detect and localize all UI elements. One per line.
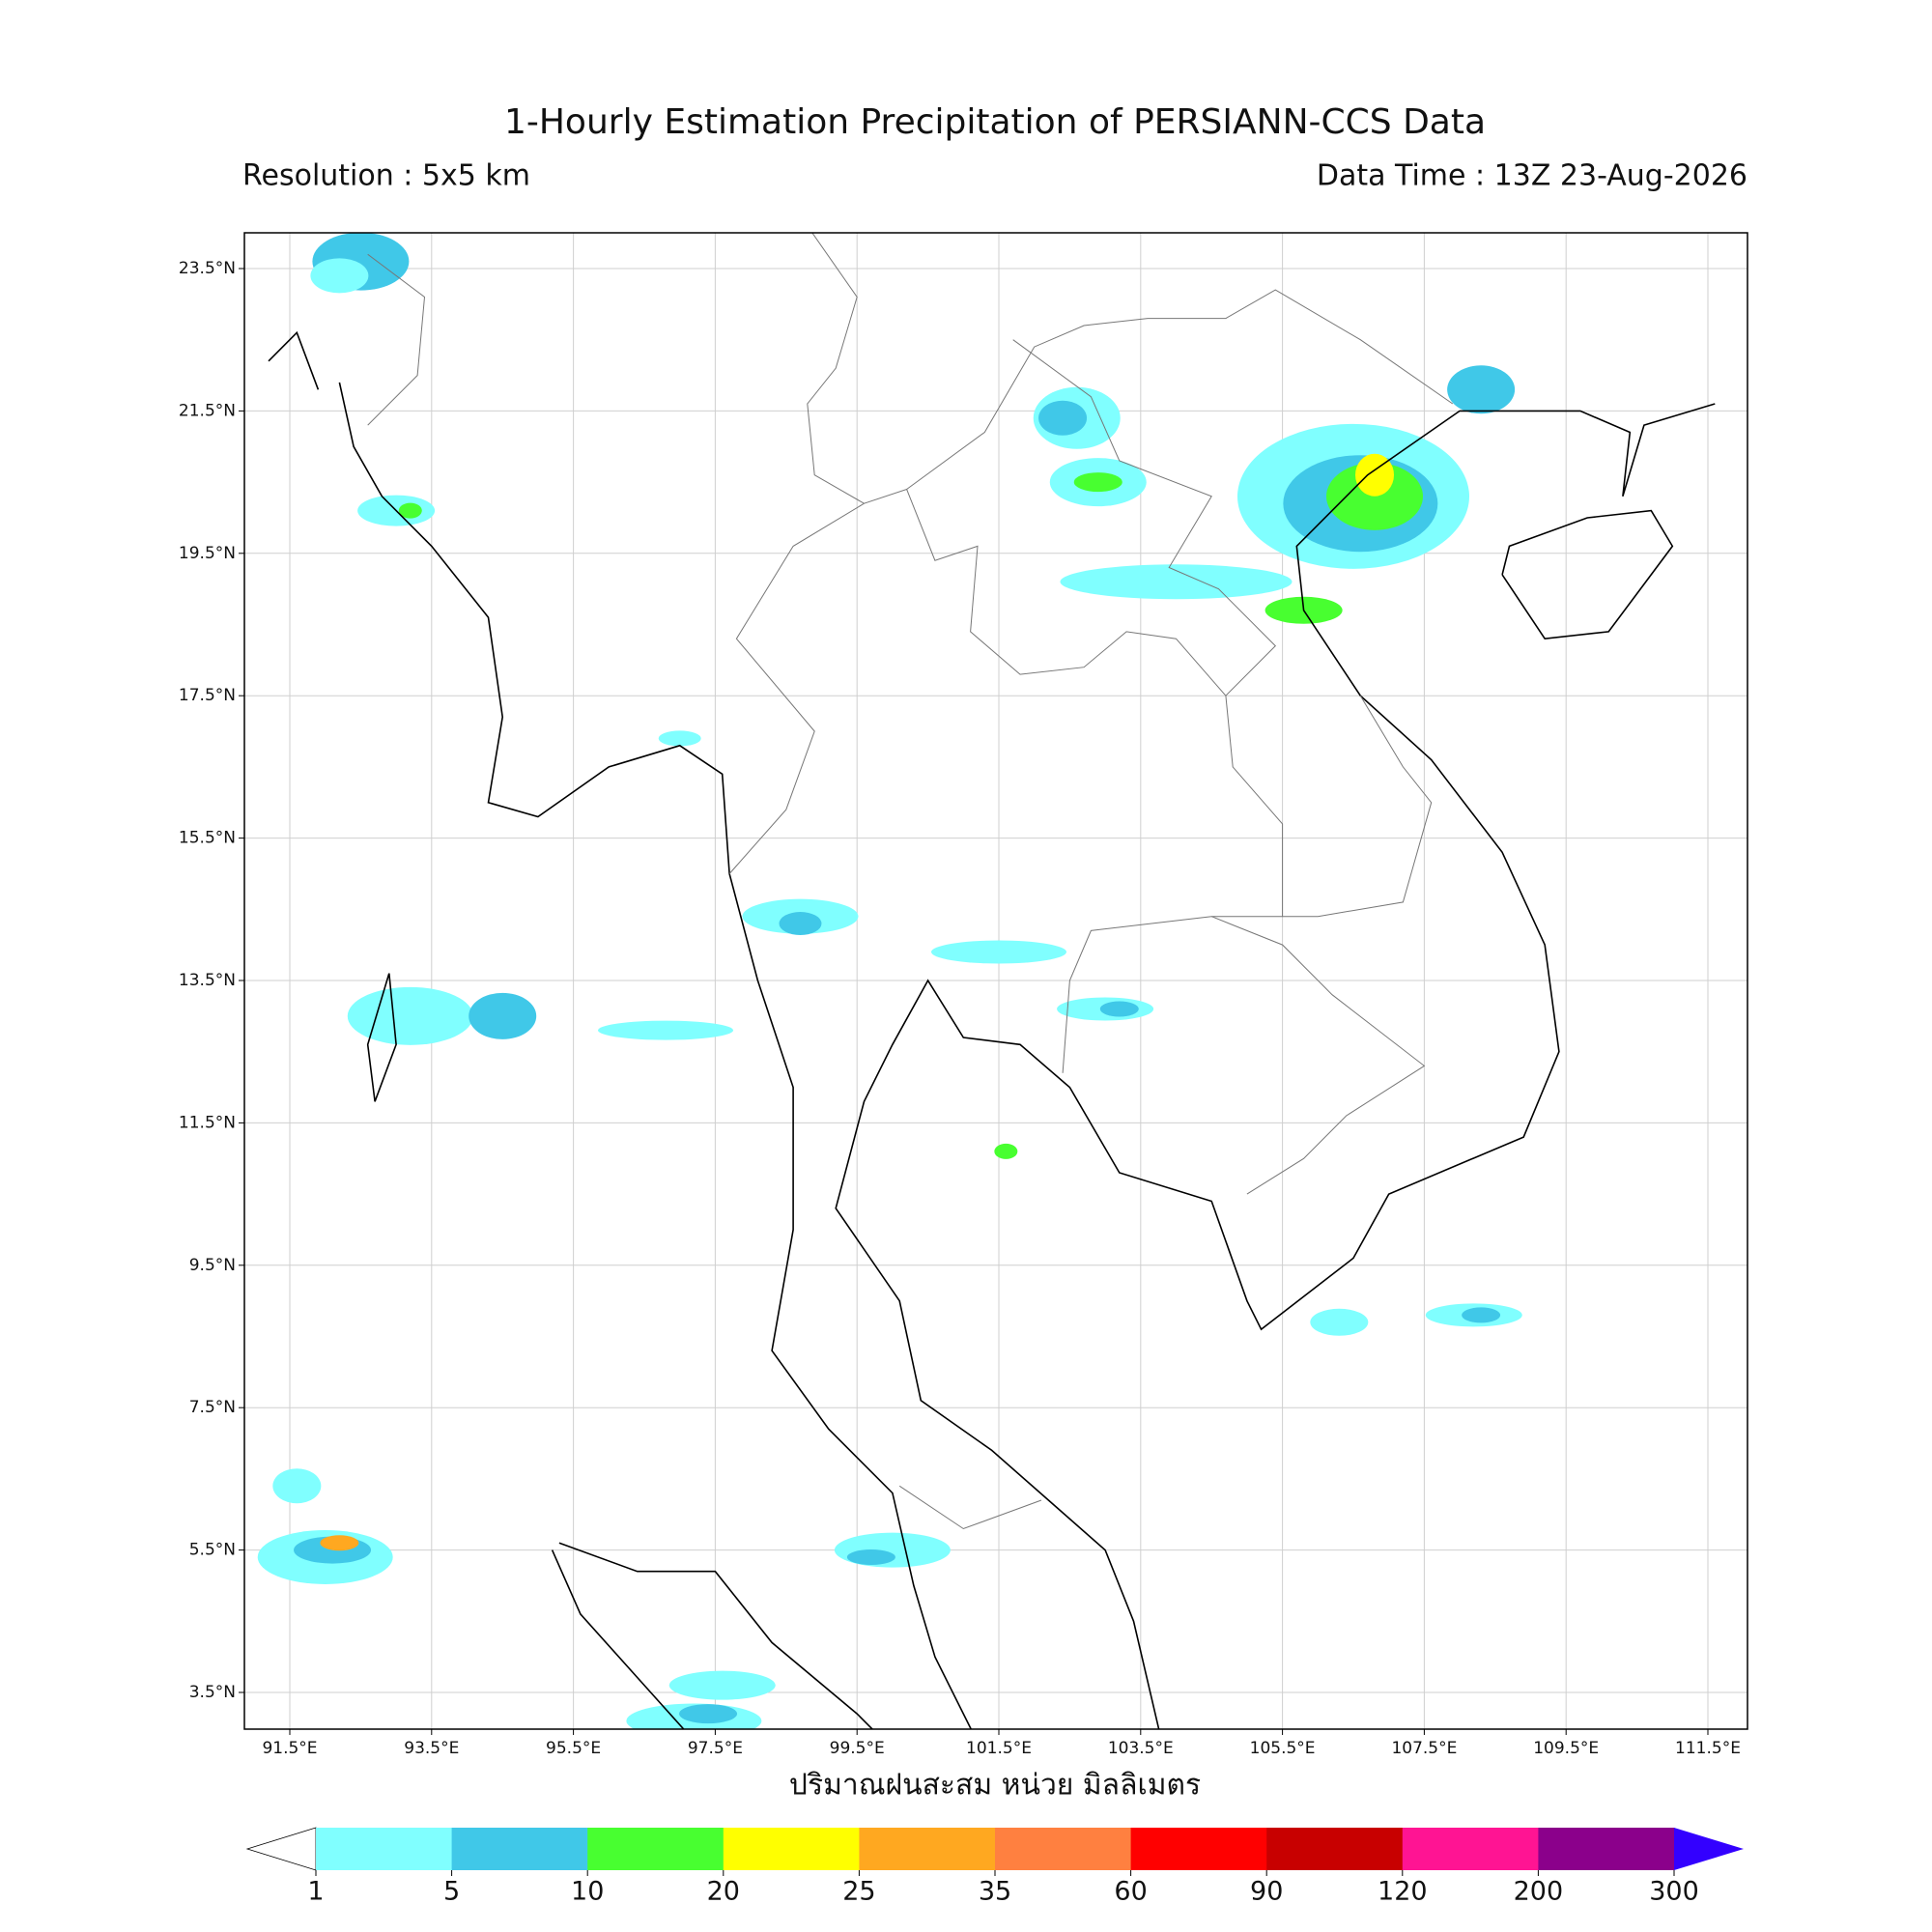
colorbar-label: 1 xyxy=(307,1877,324,1907)
rain-area xyxy=(272,1468,322,1504)
rain-area xyxy=(1310,1308,1369,1336)
colorbar-segment xyxy=(723,1828,860,1870)
rain-area xyxy=(1060,564,1293,600)
coastline xyxy=(1501,509,1674,640)
lon-label: 93.5°E xyxy=(404,1739,459,1758)
coastline xyxy=(558,1542,874,1729)
rain-area xyxy=(658,730,701,747)
coastline xyxy=(835,403,1716,1729)
colorbar-segment xyxy=(1130,1828,1267,1870)
lon-label: 95.5°E xyxy=(546,1739,601,1758)
colorbar-segment xyxy=(995,1828,1132,1870)
colorbar-segment xyxy=(316,1828,453,1870)
colorbar-segment xyxy=(587,1828,724,1870)
lat-label: 21.5°N xyxy=(179,401,236,420)
rain-area xyxy=(931,940,1066,964)
coastline xyxy=(551,1549,685,1729)
title: 1-Hourly Estimation Precipitation of PER… xyxy=(504,102,1486,142)
colorbar-over xyxy=(1674,1828,1744,1870)
lat-label: 15.5°N xyxy=(179,829,236,848)
rain-area xyxy=(834,1532,951,1568)
border-line xyxy=(906,289,1454,490)
rain-area xyxy=(994,1143,1018,1159)
coastline xyxy=(366,973,397,1102)
colorbar: 1 5 10 20 25 35 60 90 120 200 300 xyxy=(245,1827,1744,1907)
colorbar-label: 200 xyxy=(1514,1877,1564,1907)
colorbar-segment xyxy=(1266,1828,1404,1870)
colorbar-label: 90 xyxy=(1250,1877,1283,1907)
lon-label: 99.5°E xyxy=(830,1739,885,1758)
lon-label: 107.5°E xyxy=(1391,1739,1457,1758)
rain-area xyxy=(469,992,537,1039)
border-line xyxy=(1282,695,1433,918)
colorbar-label: 300 xyxy=(1649,1877,1699,1907)
colorbar-segment xyxy=(1402,1828,1539,1870)
rain-area xyxy=(310,258,369,294)
colorbar-segment xyxy=(1538,1828,1675,1870)
border-line xyxy=(728,488,1284,1073)
rain-area xyxy=(1099,1001,1139,1017)
rain-area xyxy=(398,502,422,519)
rain-area xyxy=(779,912,822,936)
coastline xyxy=(338,382,973,1729)
data-time: Data Time : 13Z 23-Aug-2026 xyxy=(1317,159,1747,193)
lon-label: 91.5°E xyxy=(262,1739,317,1758)
colorbar-label: 10 xyxy=(571,1877,604,1907)
unit-label: ปริมาณฝนสะสม หน่วย มิลลิเมตร xyxy=(789,1769,1201,1803)
lon-label: 97.5°E xyxy=(688,1739,743,1758)
border-line xyxy=(1211,916,1426,1195)
lon-label: 105.5°E xyxy=(1250,1739,1316,1758)
rain-area xyxy=(679,1704,738,1724)
lon-label: 109.5°E xyxy=(1533,1739,1599,1758)
resolution: Resolution : 5x5 km xyxy=(242,159,530,193)
border-line xyxy=(807,233,865,504)
rain-area xyxy=(1038,400,1088,436)
rain-area xyxy=(598,1020,734,1040)
colorbar-label: 35 xyxy=(979,1877,1011,1907)
rain-area xyxy=(347,986,473,1045)
border-line xyxy=(898,1485,1042,1530)
border-line xyxy=(367,253,426,426)
coastline xyxy=(268,330,320,390)
colorbar-segment xyxy=(451,1828,588,1870)
rain-area xyxy=(1073,472,1122,493)
lon-label: 111.5°E xyxy=(1675,1739,1741,1758)
colorbar-label: 60 xyxy=(1114,1877,1147,1907)
rain-area xyxy=(1462,1307,1501,1323)
map-content xyxy=(257,233,1716,1729)
graticule: 23.5°N 21.5°N 19.5°N 17.5°N 15.5°N 13.5°N 11.5… xyxy=(179,233,1747,1758)
border-line xyxy=(1012,339,1277,696)
lat-label: 5.5°N xyxy=(189,1541,236,1560)
lat-label: 17.5°N xyxy=(179,686,236,705)
rain-area xyxy=(1355,453,1395,497)
colorbar-segment xyxy=(859,1828,996,1870)
lat-label: 19.5°N xyxy=(179,544,236,563)
lat-label: 9.5°N xyxy=(189,1256,236,1275)
rain-area xyxy=(320,1535,359,1551)
lon-label: 101.5°E xyxy=(966,1739,1032,1758)
map-frame xyxy=(243,232,1748,1730)
colorbar-under xyxy=(245,1827,317,1871)
lat-label: 11.5°N xyxy=(179,1113,236,1132)
rain-area xyxy=(846,1548,895,1565)
rain-area xyxy=(1447,365,1516,414)
colorbar-label: 120 xyxy=(1378,1877,1428,1907)
colorbar-label: 5 xyxy=(443,1877,460,1907)
colorbar-label: 20 xyxy=(707,1877,740,1907)
lat-label: 7.5°N xyxy=(189,1398,236,1417)
lon-label: 103.5°E xyxy=(1108,1739,1174,1758)
lat-label: 3.5°N xyxy=(189,1683,236,1702)
rain-area xyxy=(668,1670,776,1700)
rain-area xyxy=(1326,462,1424,530)
lat-label: 23.5°N xyxy=(179,259,236,278)
colorbar-label: 25 xyxy=(842,1877,875,1907)
lat-label: 13.5°N xyxy=(179,971,236,990)
